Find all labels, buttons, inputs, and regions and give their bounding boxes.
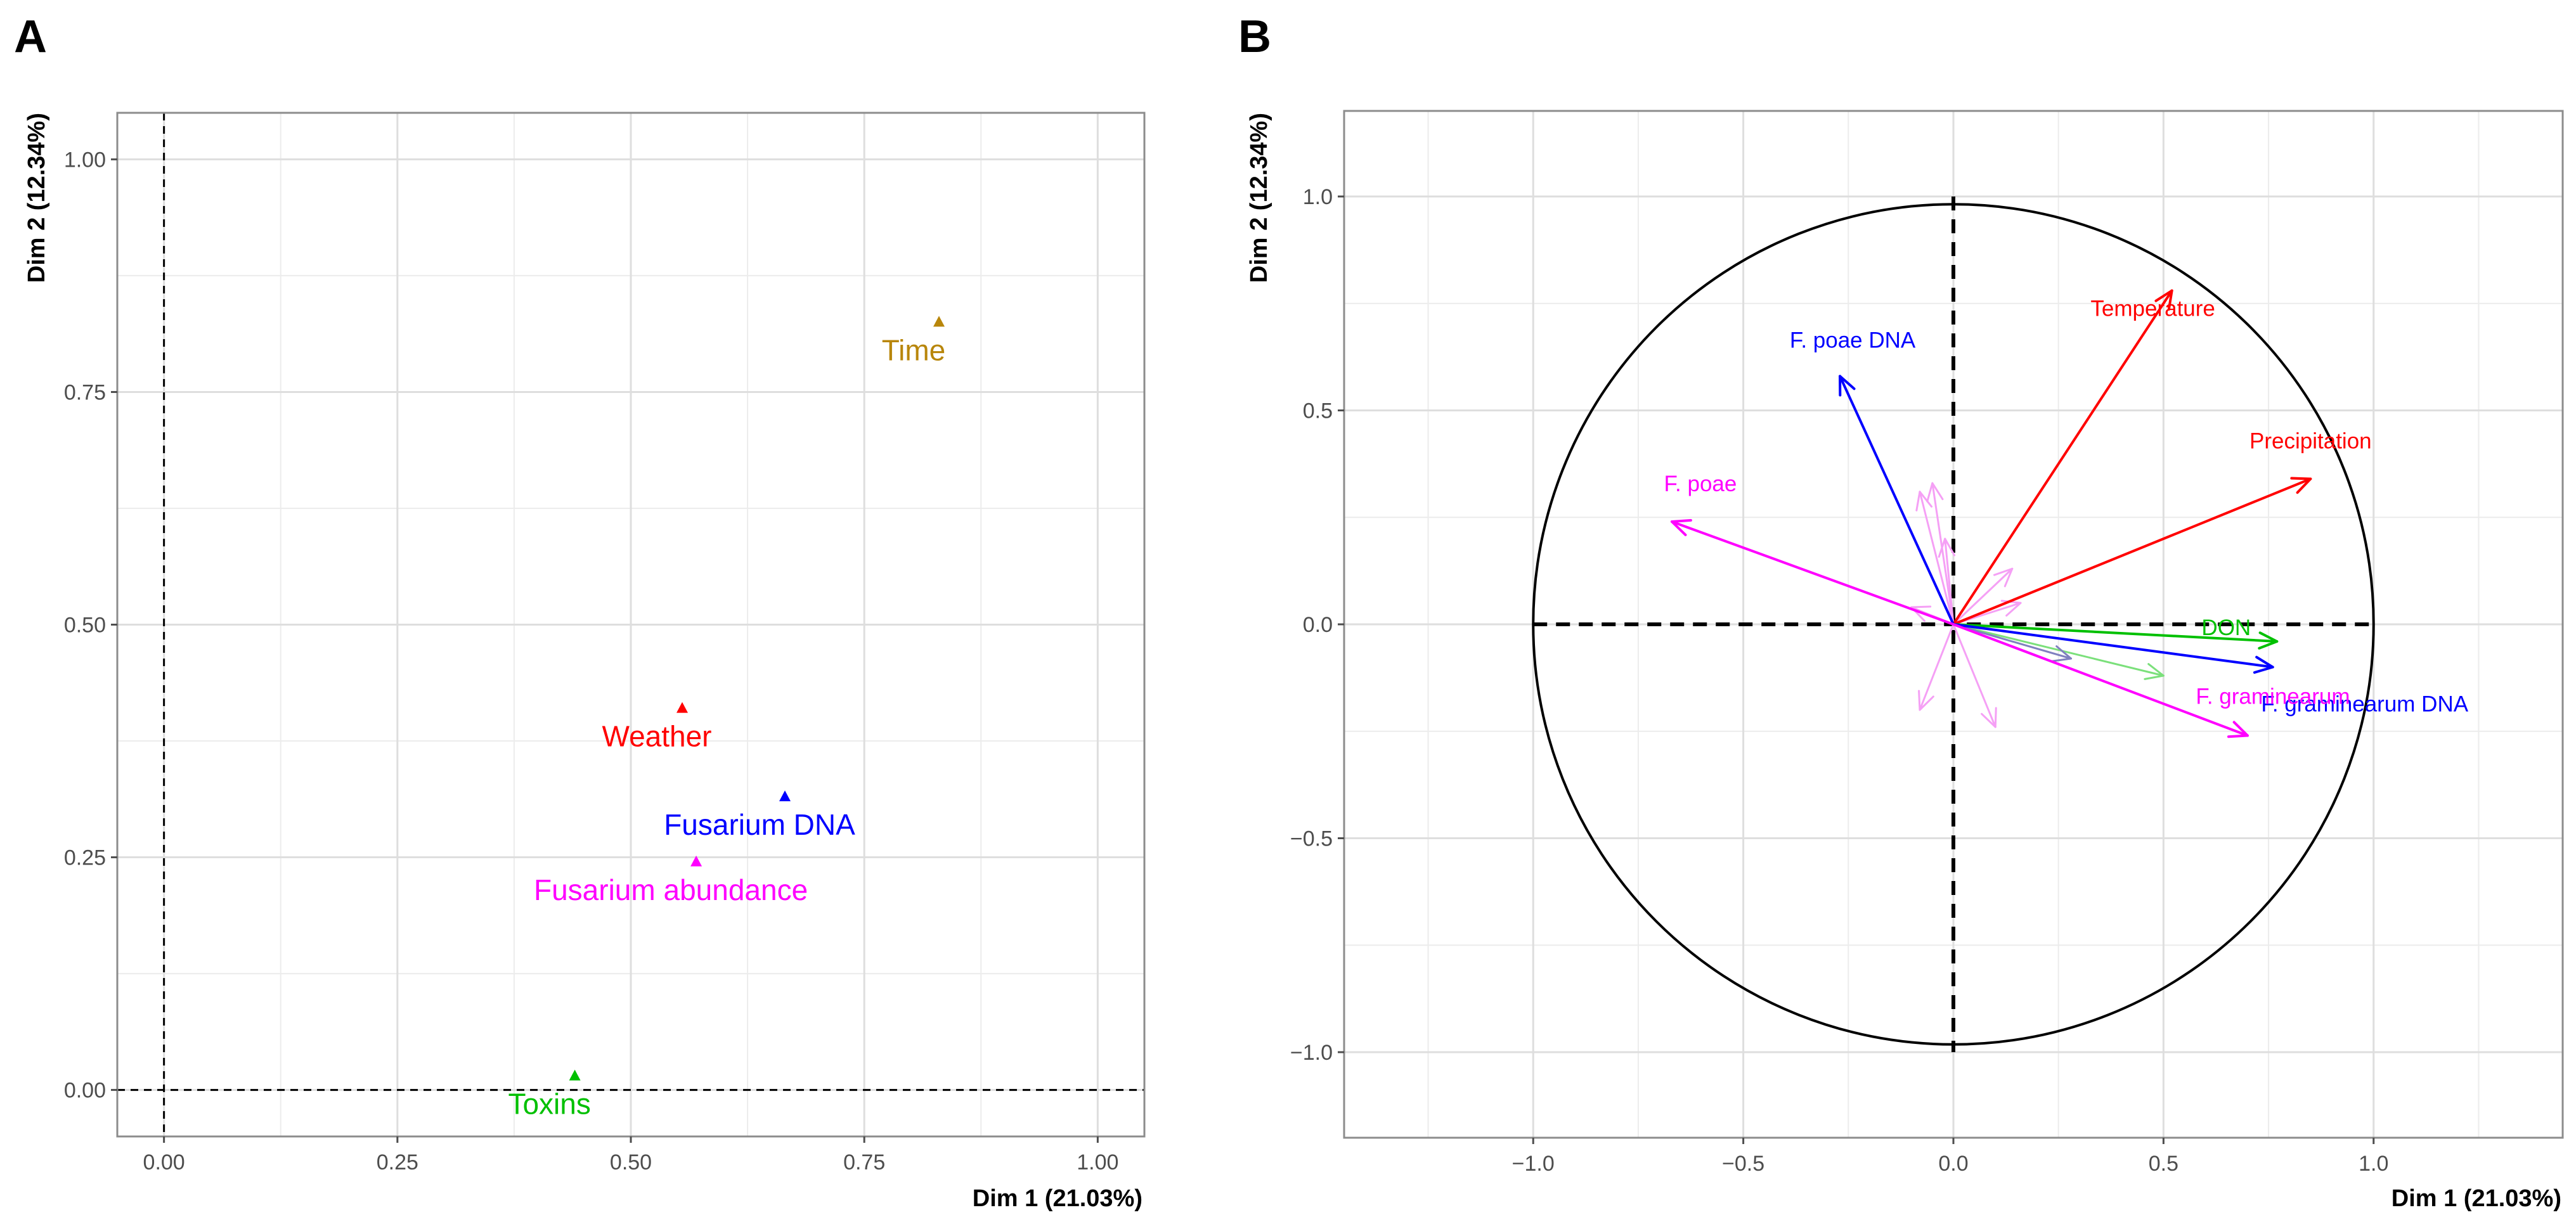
panel-a-x-axis-title: Dim 1 (21.03%) [973,1185,1142,1212]
panel-b-arrow-label: F. graminearum [2196,685,2350,709]
panel-a-x-tick-label: 0.50 [610,1150,652,1174]
panel-b-y-tick-label: 0.5 [1303,399,1333,423]
panel-a-ticks: 0.00 0.25 0.50 0.75 1.00 0.00 0.25 0.50 0.75 1.00 [64,148,1119,1174]
panel-b-y-tick-label: 0.0 [1303,613,1333,637]
panel-b-arrow-label: Temperature [2090,297,2215,321]
panel-a-point-marker [933,316,945,327]
panel-b-correlation-circle: Temperature Precipitation F. poae DNA F. po… [1246,110,2564,1212]
panel-a-x-tick-label: 0.00 [143,1150,185,1174]
panel-a-point-marker [569,1069,581,1081]
panel-b-x-tick-label: 0.5 [2149,1152,2178,1176]
panel-a-point-label: Toxins [508,1088,590,1121]
panel-b-x-tick-label: 1.0 [2359,1152,2388,1176]
panel-b-arrow [1952,623,2274,674]
panel-b-arrow [1952,289,2173,626]
panel-a-reference-lines [117,113,1144,1136]
panel-a-point-label: Time [882,333,946,366]
panel-b-y-tick-label: −0.5 [1290,827,1333,851]
panel-a-grid [117,113,1144,1136]
panel-a-point-label: Fusarium abundance [534,873,808,906]
panel-b-y-axis-title: Dim 2 (12.34%) [1246,113,1272,283]
panel-a-x-tick-label: 1.00 [1077,1150,1118,1174]
panel-a-point-marker [690,855,702,866]
panel-b-arrow-label: F. graminearum DNA [2261,692,2468,717]
panel-a-y-tick-label: 0.50 [64,614,106,638]
panel-a-point-marker [779,790,791,802]
panel-a-y-tick-label: 0.00 [64,1079,106,1103]
panel-b-minor-arrow [1918,623,1955,711]
panel-a-x-tick-label: 0.25 [377,1150,418,1174]
panel-b-arrow-label: F. poae DNA [1790,328,1916,353]
panel-b-arrows: Temperature Precipitation F. poae DNA F. po… [1664,289,2469,738]
panel-a-point-label: Weather [602,720,711,753]
panel-b-arrow-label: F. poae [1664,472,1737,496]
panel-b-arrow [1670,518,1955,626]
panel-b-ticks: −1.0 −0.5 0.0 0.5 1.0 −1.0 −0.5 0.0 0.5 1.0 [1290,185,2389,1176]
panel-b-y-tick-label: 1.0 [1303,185,1333,209]
panel-a-y-axis-title: Dim 2 (12.34%) [23,113,50,283]
panel-b-minor-arrow [1938,537,1956,626]
panel-letter-b: B [1238,11,1271,62]
panel-b-arrow [1952,623,2279,650]
panel-a-x-tick-label: 0.75 [843,1150,885,1174]
panel-b-arrow-label: DON [2201,615,2251,640]
panel-b-y-tick-label: −1.0 [1290,1041,1333,1065]
panel-b-minor-arrow [1915,491,1955,626]
panel-b-minor-arrow [1952,623,2165,680]
panel-b-x-tick-label: 0.0 [1938,1152,1968,1176]
panel-b-minor-arrow [1952,623,1997,728]
panel-b-arrow [1839,375,1955,626]
panel-b-arrow [1952,623,2249,738]
panel-b-minor-arrow [1952,567,2014,626]
panel-b-minor-arrow [1926,482,1955,626]
panel-a-points: Time Weather Fusarium DNA Fusarium abundanc… [508,316,946,1121]
panel-b-minor-arrow [1952,623,2073,662]
panel-a-scatter: Time Weather Fusarium DNA Fusarium abundanc… [23,112,1146,1212]
panel-a-y-tick-label: 1.00 [64,148,106,172]
panel-b-arrow [1952,477,2312,626]
panel-a-point-label: Fusarium DNA [664,808,855,841]
panel-a-point-marker [676,702,688,713]
panel-b-x-tick-label: −0.5 [1722,1152,1764,1176]
panel-a-y-tick-label: 0.75 [64,380,106,404]
panel-b-arrow-label: Precipitation [2249,429,2372,454]
panel-b-x-tick-label: −1.0 [1512,1152,1555,1176]
panel-letter-a: A [14,11,47,62]
panel-a-y-tick-label: 0.25 [64,846,106,870]
panel-b-x-axis-title: Dim 1 (21.03%) [2392,1185,2561,1212]
